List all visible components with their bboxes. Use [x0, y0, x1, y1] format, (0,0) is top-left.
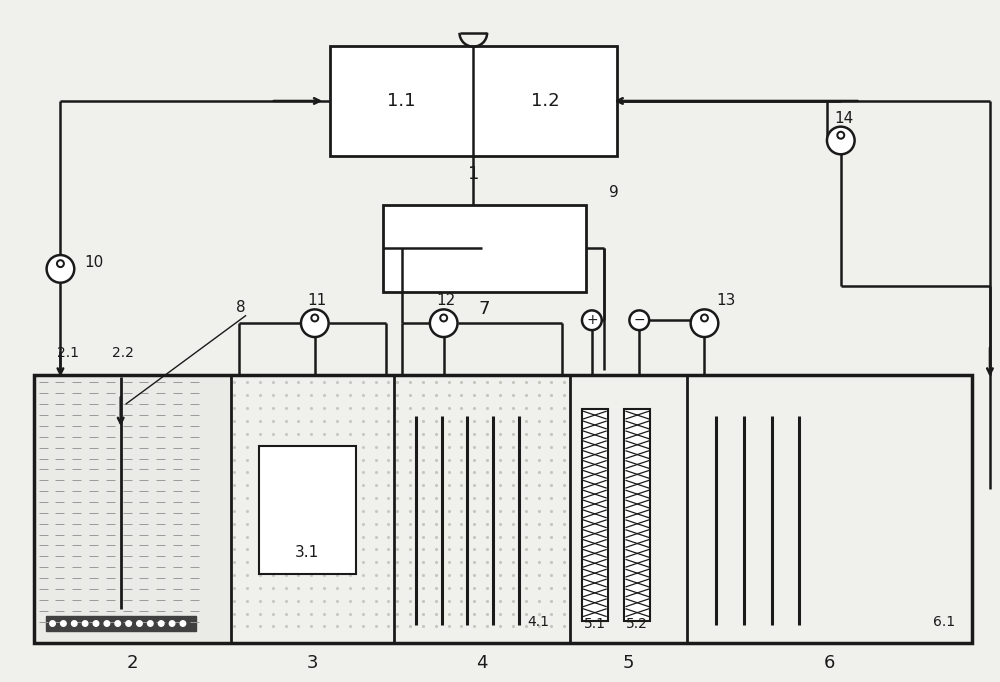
- Text: 1.2: 1.2: [531, 92, 559, 110]
- Bar: [259, 446, 356, 574]
- Text: 11: 11: [307, 293, 326, 308]
- Text: 12: 12: [436, 293, 455, 308]
- Text: 4.1: 4.1: [528, 614, 550, 629]
- Text: 14: 14: [834, 111, 853, 126]
- Circle shape: [701, 314, 708, 321]
- Circle shape: [827, 127, 855, 154]
- Circle shape: [629, 310, 649, 330]
- Circle shape: [104, 621, 110, 626]
- Text: 2: 2: [127, 654, 138, 672]
- Text: 3.1: 3.1: [295, 545, 320, 560]
- Circle shape: [180, 621, 186, 626]
- Circle shape: [47, 255, 74, 283]
- Bar: [34, 374, 231, 643]
- Circle shape: [158, 621, 164, 626]
- Text: 2.1: 2.1: [57, 346, 79, 360]
- Circle shape: [301, 310, 329, 337]
- Bar: [582, 409, 608, 621]
- Circle shape: [82, 621, 88, 626]
- Circle shape: [148, 621, 153, 626]
- Text: 6: 6: [824, 654, 835, 672]
- Text: 3: 3: [307, 654, 319, 672]
- Circle shape: [115, 621, 120, 626]
- Circle shape: [311, 314, 318, 321]
- Text: 2.2: 2.2: [112, 346, 134, 360]
- Bar: [46, 616, 196, 632]
- Circle shape: [57, 260, 64, 267]
- Text: +: +: [586, 313, 598, 327]
- Bar: [330, 46, 617, 156]
- Bar: [34, 374, 972, 643]
- Text: 13: 13: [717, 293, 736, 308]
- Text: 5.2: 5.2: [626, 617, 648, 630]
- Text: 7: 7: [479, 300, 490, 318]
- Text: −: −: [633, 313, 645, 327]
- Circle shape: [440, 314, 447, 321]
- Circle shape: [50, 621, 55, 626]
- Circle shape: [582, 310, 602, 330]
- Text: 10: 10: [84, 256, 103, 271]
- Circle shape: [72, 621, 77, 626]
- Circle shape: [137, 621, 142, 626]
- Bar: [624, 409, 650, 621]
- Circle shape: [93, 621, 99, 626]
- Text: 1: 1: [468, 165, 479, 183]
- Text: 1.1: 1.1: [387, 92, 416, 110]
- Text: 5: 5: [623, 654, 634, 672]
- Circle shape: [430, 310, 458, 337]
- Circle shape: [61, 621, 66, 626]
- Text: 8: 8: [236, 300, 246, 315]
- Circle shape: [837, 132, 844, 138]
- Circle shape: [691, 310, 718, 337]
- Bar: [383, 205, 586, 292]
- Text: 4: 4: [476, 654, 488, 672]
- Circle shape: [169, 621, 175, 626]
- Text: 6.1: 6.1: [933, 614, 956, 629]
- Text: 9: 9: [609, 186, 618, 201]
- Circle shape: [126, 621, 131, 626]
- Text: 5.1: 5.1: [584, 617, 606, 630]
